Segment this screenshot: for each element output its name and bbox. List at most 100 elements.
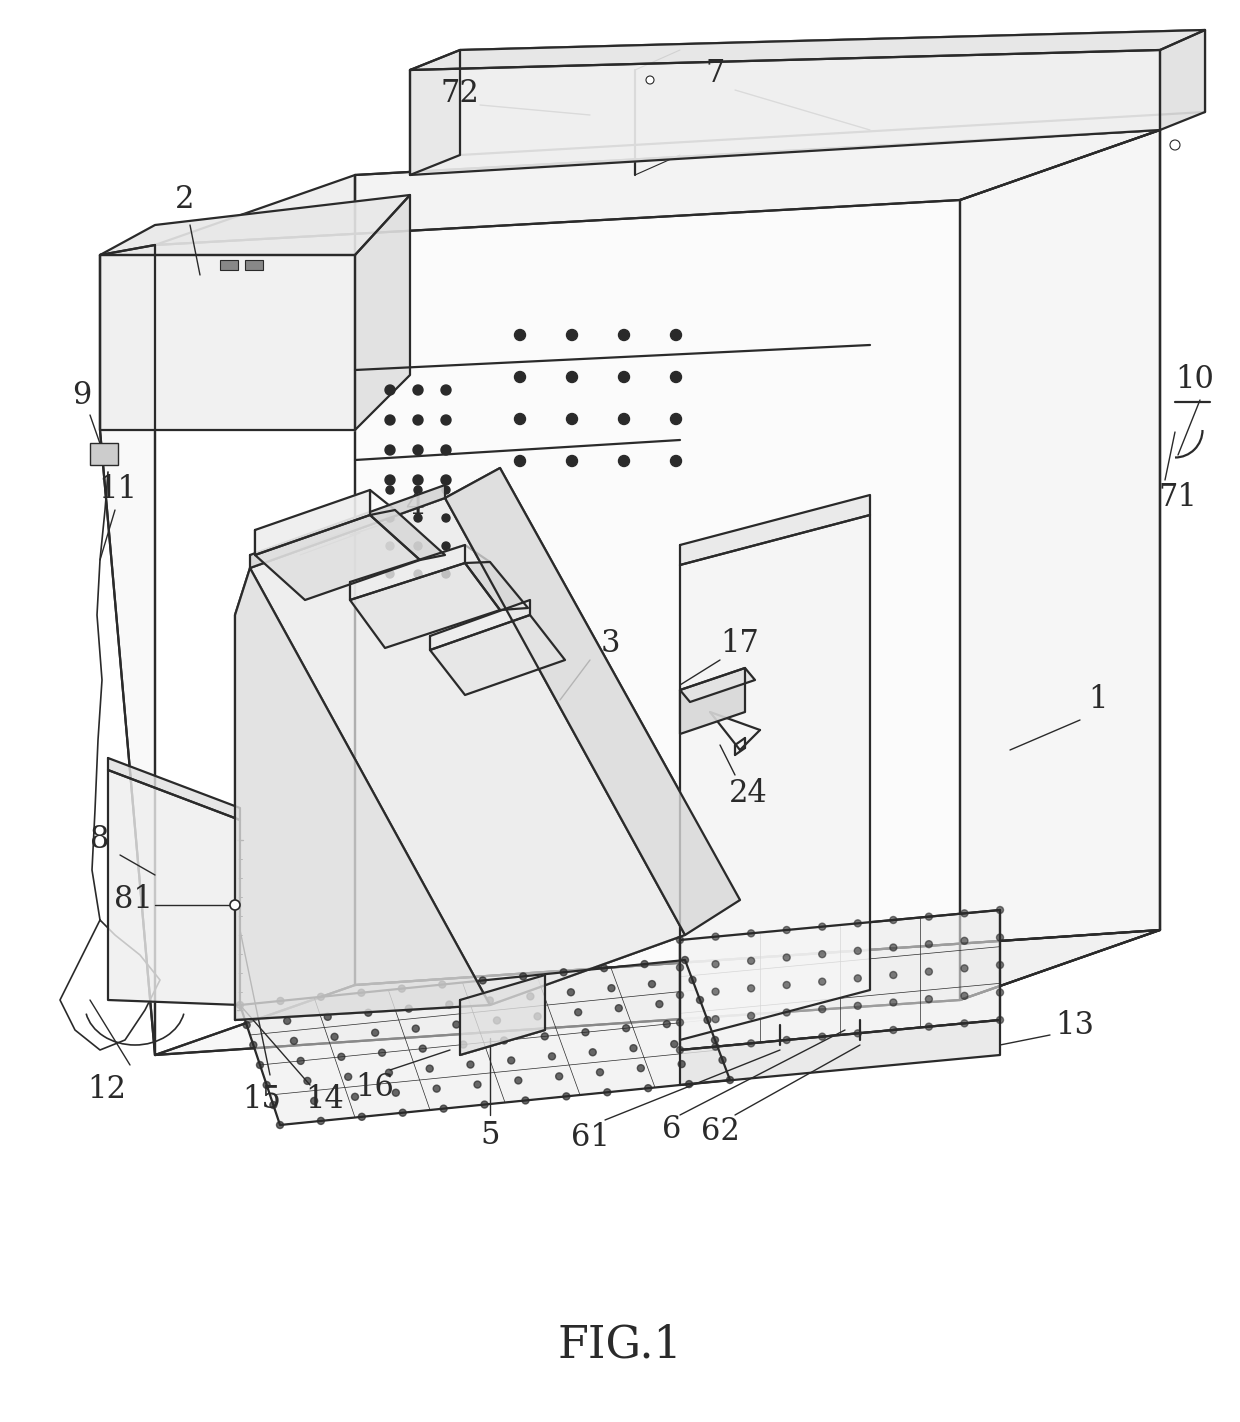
Circle shape [719,1057,725,1064]
Text: 61: 61 [570,1122,609,1153]
Polygon shape [155,129,1159,245]
Circle shape [378,1049,386,1057]
Circle shape [712,1044,719,1051]
Circle shape [677,1047,683,1054]
Circle shape [556,1072,563,1079]
Circle shape [925,1024,932,1030]
Circle shape [596,1069,604,1076]
Circle shape [784,1010,790,1015]
Text: 9: 9 [72,381,92,411]
Circle shape [961,910,968,917]
Circle shape [854,920,862,927]
Circle shape [568,988,574,995]
Circle shape [277,997,284,1004]
Circle shape [671,414,682,425]
Circle shape [386,486,394,493]
Circle shape [413,445,423,455]
Circle shape [682,957,688,964]
Circle shape [441,486,450,493]
Circle shape [574,1008,582,1015]
Circle shape [386,513,394,522]
Circle shape [890,917,897,923]
Text: 8: 8 [91,825,109,856]
Circle shape [677,964,683,971]
Circle shape [527,993,534,1000]
Text: 62: 62 [701,1116,739,1148]
Circle shape [784,954,790,961]
Circle shape [441,542,450,550]
Circle shape [890,944,897,951]
Circle shape [515,371,526,383]
Circle shape [663,1021,671,1028]
Circle shape [229,900,241,910]
Circle shape [440,1105,448,1112]
Circle shape [961,993,968,1000]
Circle shape [818,1005,826,1012]
Polygon shape [100,195,410,255]
Polygon shape [250,498,684,1005]
Circle shape [649,981,656,988]
Circle shape [441,385,451,395]
Circle shape [925,995,932,1003]
Circle shape [784,1037,790,1044]
Circle shape [384,415,396,425]
Circle shape [604,1089,611,1096]
Polygon shape [460,975,546,1055]
Circle shape [677,991,683,998]
Circle shape [384,445,396,455]
Text: 13: 13 [1055,1010,1095,1041]
Text: 71: 71 [1158,482,1198,513]
Polygon shape [350,563,500,648]
Polygon shape [680,668,745,734]
Polygon shape [680,910,999,1049]
Circle shape [249,1041,257,1048]
Circle shape [619,414,630,425]
Circle shape [961,1020,968,1027]
Text: 24: 24 [729,778,768,809]
Circle shape [748,957,755,964]
Circle shape [460,1041,467,1048]
Circle shape [412,1025,419,1032]
Text: 16: 16 [356,1072,394,1102]
Circle shape [414,542,422,550]
Circle shape [997,1017,1003,1024]
Circle shape [304,1078,311,1085]
Circle shape [515,414,526,425]
Circle shape [630,1045,637,1052]
Circle shape [622,1025,630,1032]
Circle shape [671,371,682,383]
Text: 14: 14 [305,1085,345,1115]
Circle shape [686,1081,693,1088]
Bar [219,260,238,270]
Circle shape [414,486,422,493]
Polygon shape [255,491,370,555]
Circle shape [441,445,451,455]
Circle shape [263,1082,270,1088]
Circle shape [317,1118,325,1125]
Circle shape [520,973,527,980]
Circle shape [507,1057,515,1064]
Circle shape [441,513,450,522]
Circle shape [712,933,719,940]
Circle shape [311,1098,317,1105]
Circle shape [645,1085,652,1092]
Circle shape [441,475,451,485]
Circle shape [712,988,719,995]
Circle shape [413,475,423,485]
Text: 10: 10 [1176,364,1214,395]
Circle shape [386,542,394,550]
Polygon shape [465,562,528,610]
Text: 81: 81 [114,884,153,916]
Polygon shape [250,485,445,567]
Circle shape [997,934,1003,941]
Circle shape [419,1045,427,1052]
Polygon shape [236,567,490,1020]
Circle shape [727,1076,734,1084]
Polygon shape [960,129,1159,1000]
Circle shape [298,1058,304,1065]
Circle shape [386,570,394,577]
Circle shape [712,961,719,967]
Polygon shape [410,30,1205,70]
Circle shape [854,947,862,954]
Circle shape [427,1065,433,1072]
